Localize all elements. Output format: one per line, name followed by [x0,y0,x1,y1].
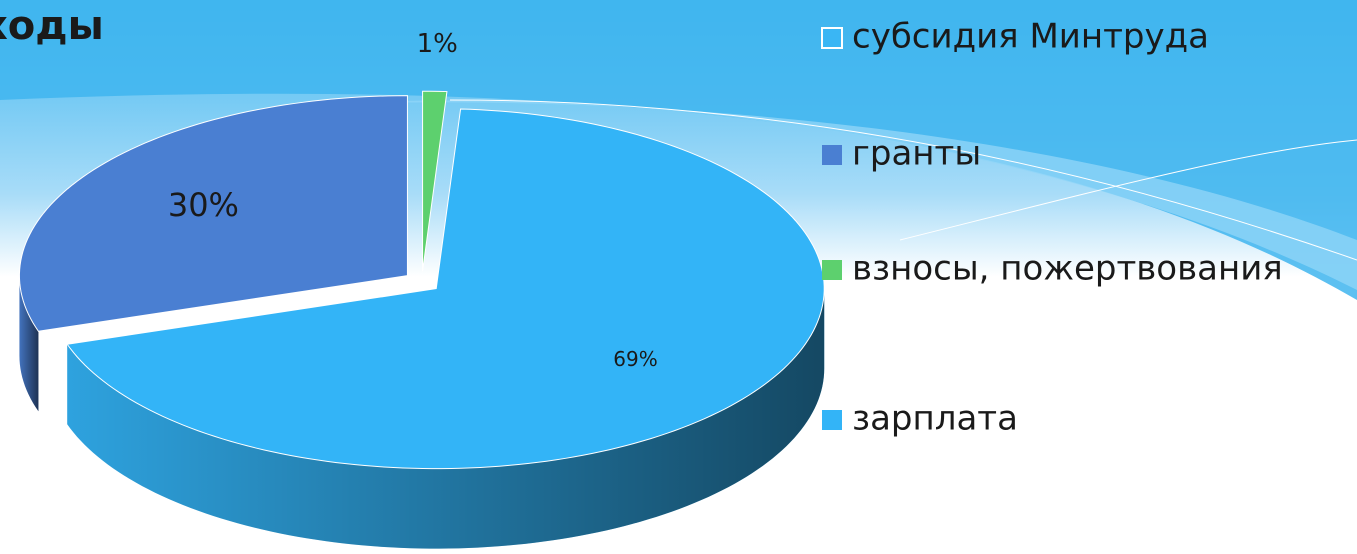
data-label: 69% [613,347,657,371]
data-label: 30% [168,186,239,224]
slice-side-shade [19,275,39,412]
legend-swatch [822,145,842,165]
legend: субсидия Минтруда гранты взносы, пожертвов… [821,17,1283,439]
slice [66,108,825,470]
swoosh [0,0,1357,300]
slice-side-shade [67,288,825,549]
legend-label: взносы, пожертвования [852,249,1283,289]
swoosh-line [899,139,1357,241]
chart-title: ходы [0,3,104,49]
swoosh-line [449,99,1357,261]
legend-label: зарплата [852,399,1018,439]
pie: 30% 1% 69% [18,29,825,549]
swoosh [300,100,1357,290]
slice [422,90,448,272]
legend-swatch [822,410,842,430]
legend-label: гранты [852,134,981,174]
legend-swatch [822,260,842,280]
legend-label: субсидия Минтруда [852,17,1209,57]
slice [18,95,408,332]
data-label: 1% [417,29,458,59]
legend-swatch [821,27,843,49]
